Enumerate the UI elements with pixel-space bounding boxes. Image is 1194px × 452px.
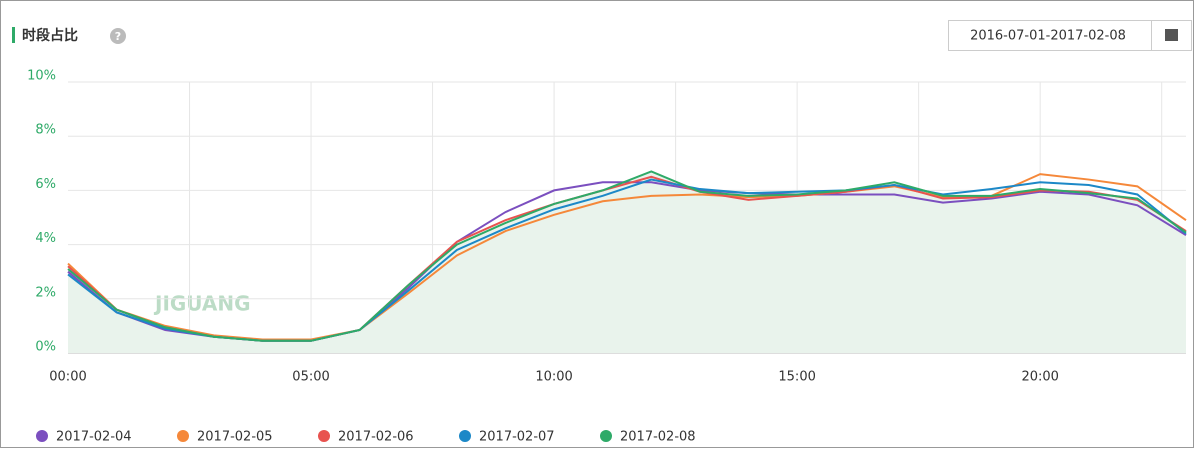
legend-swatch <box>177 430 189 442</box>
legend-swatch <box>318 430 330 442</box>
legend-label: 2017-02-07 <box>479 430 555 445</box>
x-tick-label: 10:00 <box>535 370 572 385</box>
legend-label: 2017-02-08 <box>620 430 696 445</box>
title-bar <box>12 27 15 43</box>
help-icon[interactable] <box>110 28 126 44</box>
series-line <box>67 170 1187 342</box>
help-mark: ? <box>115 30 121 43</box>
legend-label: 2017-02-06 <box>338 430 414 445</box>
date-picker[interactable] <box>948 20 1152 51</box>
y-tick-label: 10% <box>27 69 56 84</box>
y-tick-label: 6% <box>35 177 56 192</box>
x-tick-label: 05:00 <box>292 370 329 385</box>
legend-swatch <box>459 430 471 442</box>
calendar-icon <box>1165 29 1178 41</box>
legend-label: 2017-02-05 <box>197 430 273 445</box>
title: 时段占比 <box>22 27 78 44</box>
series-line <box>67 173 1187 341</box>
legend-label: 2017-02-04 <box>56 430 132 445</box>
legend-swatch <box>600 430 612 442</box>
date-range: 2016-07-01-2017-02-08 <box>970 29 1126 44</box>
x-tick-label: 20:00 <box>1021 370 1058 385</box>
y-tick-label: 2% <box>35 285 56 300</box>
x-tick-label: 00:00 <box>49 370 86 385</box>
y-tick-label: 0% <box>35 340 56 355</box>
x-tick-label: 15:00 <box>778 370 815 385</box>
y-tick-label: 8% <box>35 123 56 138</box>
watermark: JIGUANG <box>153 292 251 316</box>
y-tick-label: 4% <box>35 231 56 246</box>
legend-swatch <box>36 430 48 442</box>
area <box>68 171 1186 353</box>
